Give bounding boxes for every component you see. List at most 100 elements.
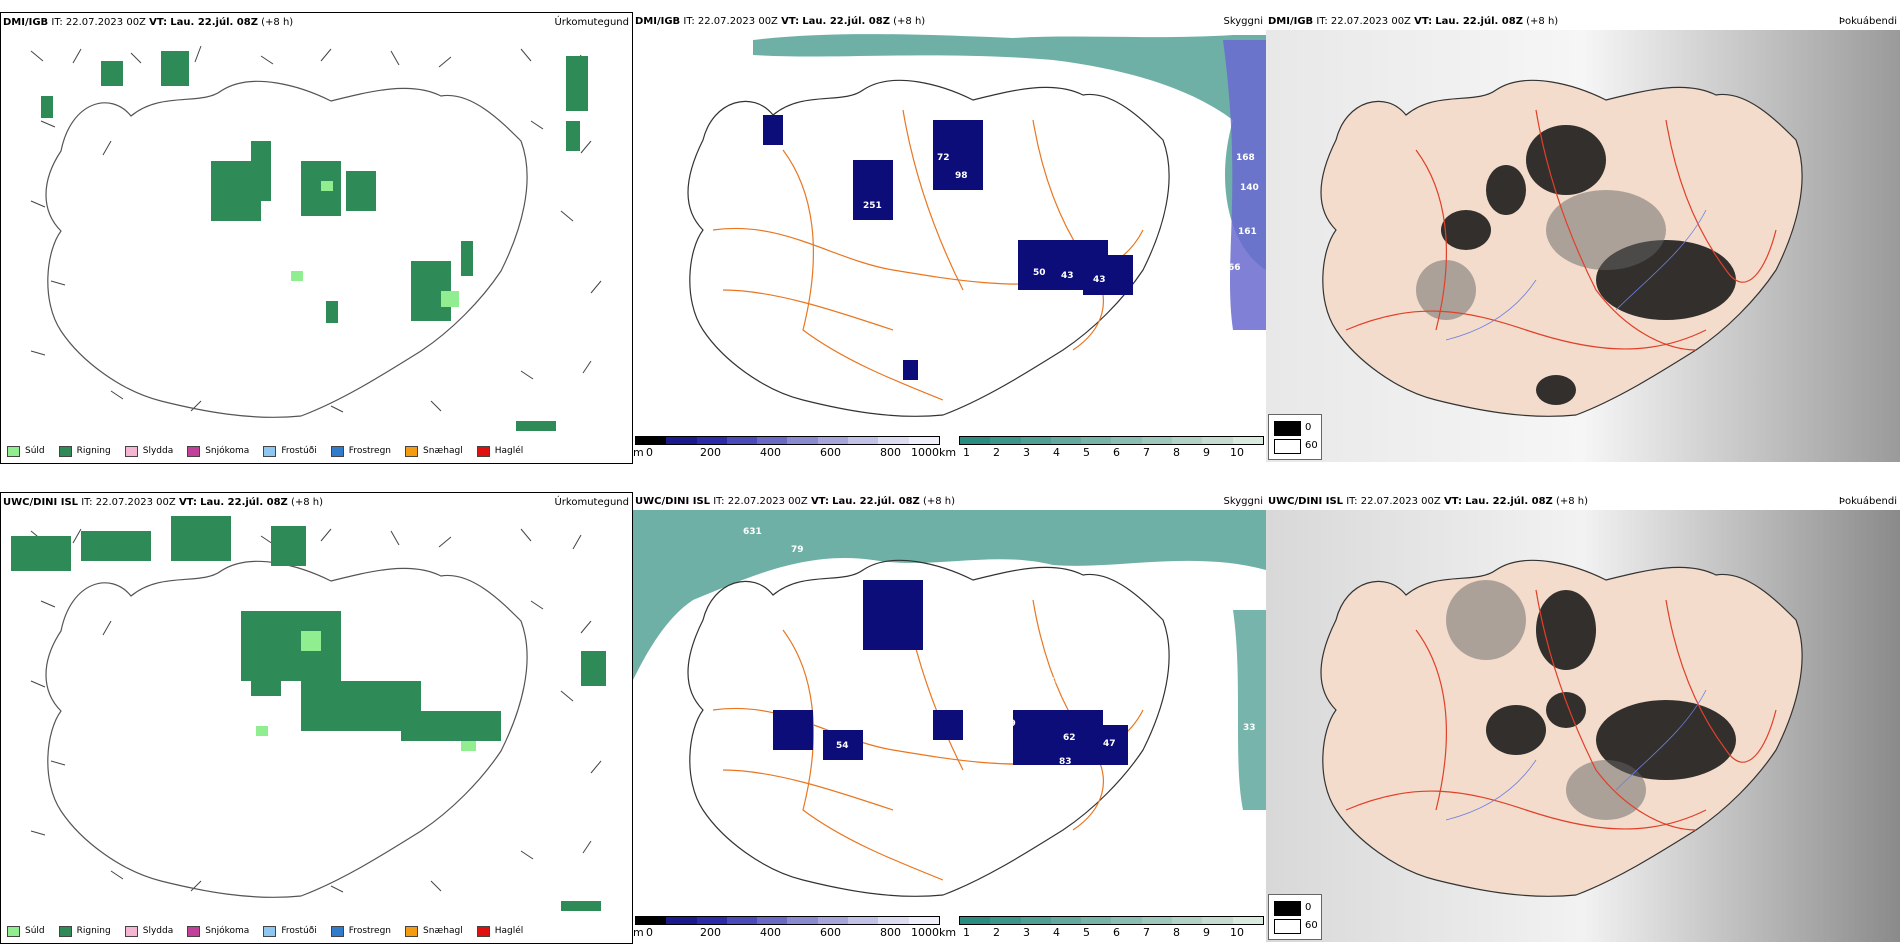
ceiling-label: 43 xyxy=(1061,271,1074,281)
ceiling-label: 194 xyxy=(889,225,908,235)
swatch xyxy=(124,925,138,937)
precip-legend: Súld Rigning Slydda Snjókoma Frostúði Fr… xyxy=(1,439,531,463)
legend-item: Haglél xyxy=(476,445,523,457)
swatch xyxy=(263,445,277,457)
swatch xyxy=(187,445,201,457)
ceiling-tick: 1000 xyxy=(911,926,939,939)
ceiling-label: 46 xyxy=(897,255,910,265)
visibility-colorbar xyxy=(959,916,1264,925)
ceiling-label: 181 xyxy=(905,765,924,775)
legend-item: Frostúði xyxy=(263,925,317,937)
panel-header: UWC/DINI ISL IT: 22.07.2023 00Z VT: Lau.… xyxy=(1268,496,1589,507)
precip-map xyxy=(30,45,602,431)
ceiling-tick: 400 xyxy=(760,446,781,459)
panel-header: DMI/IGB IT: 22.07.2023 00Z VT: Lau. 22.j… xyxy=(3,17,294,28)
ceiling-tick: 200 xyxy=(700,926,721,939)
precip-panel-top: DMI/IGB IT: 22.07.2023 00Z VT: Lau. 22.j… xyxy=(0,12,633,464)
visibility-tick: 5 xyxy=(1083,446,1090,459)
ceiling-label: 109 xyxy=(997,719,1016,729)
swatch xyxy=(330,445,344,457)
panel-title: Þokuábendi xyxy=(1838,496,1897,507)
swatch xyxy=(476,925,490,937)
ceiling-label: 631 xyxy=(743,527,762,537)
fog-map xyxy=(1266,30,1900,462)
ceiling-tick: 1000 xyxy=(911,446,939,459)
legend-item: Frostregn xyxy=(330,445,391,457)
panel-header: UWC/DINI ISL IT: 22.07.2023 00Z VT: Lau.… xyxy=(3,497,324,508)
legend-item: Slydda xyxy=(124,445,173,457)
ceiling-label: 55 xyxy=(999,265,1012,275)
fog-legend: 0 60 xyxy=(1268,414,1322,460)
ceiling-label: 83 xyxy=(1059,757,1072,767)
fog-panel-bottom: UWC/DINI ISL IT: 22.07.2023 00Z VT: Lau.… xyxy=(1266,492,1900,944)
fog-white-swatch xyxy=(1274,919,1301,934)
swatch xyxy=(58,445,72,457)
panel-header: UWC/DINI ISL IT: 22.07.2023 00Z VT: Lau.… xyxy=(635,496,956,507)
visibility-tick: 7 xyxy=(1143,926,1150,939)
visibility-tick: 2 xyxy=(993,926,1000,939)
ceiling-label: 74 xyxy=(1033,323,1046,333)
visibility-tick: 4 xyxy=(1053,446,1060,459)
visibility-tick: 8 xyxy=(1173,446,1180,459)
precip-panel-bottom: UWC/DINI ISL IT: 22.07.2023 00Z VT: Lau.… xyxy=(0,492,633,944)
ceiling-tick: 0 xyxy=(646,926,653,939)
fog-white-label: 60 xyxy=(1305,920,1318,931)
visibility-tick: 6 xyxy=(1113,446,1120,459)
legend-item: Frostregn xyxy=(330,925,391,937)
ceiling-colorbar xyxy=(635,916,940,925)
swatch xyxy=(58,925,72,937)
visibility-tick: 7 xyxy=(1143,446,1150,459)
ceiling-label: 63 xyxy=(742,147,755,157)
ceiling-tick: 800 xyxy=(880,446,901,459)
ceiling-label: 79 xyxy=(881,271,894,281)
swatch xyxy=(330,925,344,937)
legend-item: Rigning xyxy=(58,925,111,937)
fog-map xyxy=(1266,510,1900,942)
swatch xyxy=(7,445,20,457)
panel-header: DMI/IGB IT: 22.07.2023 00Z VT: Lau. 22.j… xyxy=(635,16,926,27)
ceiling-label: 498 xyxy=(944,215,963,225)
precip-map xyxy=(11,516,606,911)
ceiling-label: 72 xyxy=(1029,695,1042,705)
legend-item: Rigning xyxy=(58,445,111,457)
ceiling-label: 168 xyxy=(1236,153,1255,163)
fog-white-swatch xyxy=(1274,439,1301,454)
panel-title: Úrkomutegund xyxy=(554,17,629,28)
visibility-tick: 3 xyxy=(1023,446,1030,459)
legend-item: Frostúði xyxy=(263,445,317,457)
legend-item: Súld xyxy=(7,925,45,937)
fog-black-swatch xyxy=(1274,421,1301,436)
fog-panel-top: DMI/IGB IT: 22.07.2023 00Z VT: Lau. 22.j… xyxy=(1266,12,1900,464)
ceiling-label: 50 xyxy=(1033,268,1046,278)
visibility-tick: 10 xyxy=(1230,446,1244,459)
visibility-tick: 4 xyxy=(1053,926,1060,939)
visibility-tick: 2 xyxy=(993,446,1000,459)
visibility-colorbar xyxy=(959,436,1264,445)
swatch xyxy=(263,925,277,937)
fog-white-label: 60 xyxy=(1305,440,1318,451)
legend-item: Slydda xyxy=(124,925,173,937)
visibility-tick: 3 xyxy=(1023,926,1030,939)
swatch xyxy=(405,925,419,937)
ceiling-label: 66 xyxy=(1228,263,1241,273)
visibility-tick: 10 xyxy=(1230,926,1244,939)
ceiling-label: 62 xyxy=(1063,733,1076,743)
ceiling-label: 161 xyxy=(1238,227,1257,237)
ceiling-label: 43 xyxy=(1093,275,1106,285)
swatch xyxy=(124,445,138,457)
ceiling-tick: 800 xyxy=(880,926,901,939)
visibility-tick: 8 xyxy=(1173,926,1180,939)
visibility-tick: 5 xyxy=(1083,926,1090,939)
ceiling-unit: m xyxy=(633,446,644,459)
ceiling-label: 41 xyxy=(853,711,866,721)
fog-black-label: 0 xyxy=(1305,422,1312,433)
legend-item: Snjókoma xyxy=(187,925,249,937)
swatch xyxy=(187,925,201,937)
fog-black-label: 0 xyxy=(1305,902,1312,913)
ceiling-label: 349 xyxy=(933,193,952,203)
panel-title: Skyggni xyxy=(1223,16,1263,27)
ceiling-label: 163 xyxy=(967,199,986,209)
ceiling-label: 54 xyxy=(836,741,849,751)
legend-item: Súld xyxy=(7,445,45,457)
ceiling-colorbar xyxy=(635,436,940,445)
